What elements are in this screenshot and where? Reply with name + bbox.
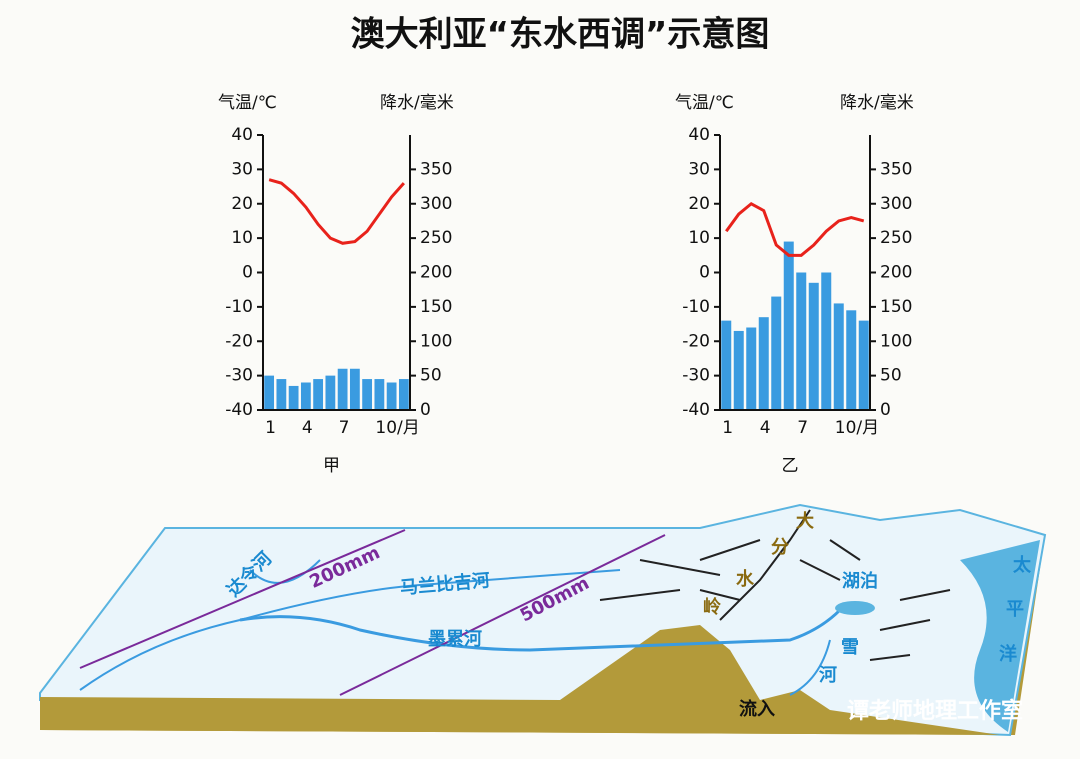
- precip-bar: [288, 385, 299, 410]
- diagram-label: 平: [1006, 599, 1024, 620]
- diagram-label: 岭: [703, 596, 721, 618]
- y-tick-label: -30: [225, 366, 253, 386]
- precip-bar: [733, 330, 744, 410]
- y2-tick-label: 100: [420, 331, 452, 351]
- precip-bar: [386, 382, 397, 410]
- x-tick-label: 7: [339, 418, 350, 438]
- y2-tick-label: 100: [880, 331, 912, 351]
- diagram-label: 大: [796, 510, 814, 532]
- precip-bar: [783, 241, 794, 410]
- y2-tick-label: 0: [880, 400, 891, 420]
- precip-bar: [758, 317, 769, 410]
- diagram-label: 太: [1013, 554, 1032, 576]
- ocean: [960, 540, 1040, 732]
- y-tick-label: 10: [688, 228, 710, 248]
- y-tick-label: -20: [682, 331, 710, 351]
- y2-tick-label: 250: [880, 228, 912, 248]
- river-murray: [239, 608, 842, 652]
- y2-tick-label: 350: [880, 159, 912, 179]
- x-tick-label: 1: [265, 418, 276, 438]
- y-tick-label: 20: [231, 194, 253, 214]
- precip-bar: [398, 379, 409, 410]
- precip-bar: [276, 379, 287, 410]
- precip-bar: [846, 310, 857, 410]
- y-tick-label: -40: [225, 400, 253, 420]
- caption: 乙: [782, 456, 799, 476]
- y-tick-label: 40: [688, 125, 710, 145]
- x-tick-label: 4: [302, 418, 313, 438]
- diagram-label: 墨累河: [428, 629, 482, 650]
- y-tick-label: -30: [682, 366, 710, 386]
- precip-bar: [362, 379, 373, 410]
- y-tick-label: -40: [682, 400, 710, 420]
- isoline-200: [79, 529, 406, 669]
- precip-bar: [771, 296, 782, 410]
- precip-bar: [833, 303, 844, 410]
- diagram-label: 分: [771, 537, 789, 558]
- temp-line: [725, 201, 865, 257]
- x-tick-label: 7: [797, 418, 808, 438]
- y-axis-label: 气温/℃: [675, 93, 734, 113]
- y2-tick-label: 300: [880, 194, 912, 214]
- lake: [835, 601, 875, 615]
- x-tick-label: 1: [722, 418, 733, 438]
- x-tick-label: 4: [760, 418, 771, 438]
- precip-bar: [337, 368, 348, 410]
- y2-tick-label: 50: [880, 366, 902, 386]
- y-tick-label: 0: [699, 263, 710, 283]
- precip-bar: [746, 327, 757, 410]
- river-snowy: [789, 639, 831, 696]
- title: 澳大利亚“东水西调”示意图: [351, 15, 770, 55]
- diagram-label: 谭老师地理工作室: [847, 698, 1023, 724]
- diagram-label: 雪: [841, 637, 859, 658]
- diagram-label: 水: [736, 568, 755, 590]
- isoline-500: [339, 534, 666, 696]
- precip-bar: [796, 272, 807, 410]
- diagram-label: 洋: [999, 643, 1017, 665]
- y-tick-label: 10: [231, 228, 253, 248]
- y2-tick-label: 200: [880, 263, 912, 283]
- y2-tick-label: 200: [420, 263, 452, 283]
- precip-bar: [858, 320, 869, 410]
- y2-tick-label: 150: [880, 297, 912, 317]
- y-tick-label: -10: [225, 297, 253, 317]
- precip-bar: [264, 375, 275, 410]
- y2-tick-label: 250: [420, 228, 452, 248]
- y2-tick-label: 300: [420, 194, 452, 214]
- diagram-label: 河: [819, 665, 837, 686]
- y-tick-label: 30: [231, 159, 253, 179]
- diagram-label: 湖泊: [842, 571, 878, 592]
- y2-tick-label: 350: [420, 159, 452, 179]
- precip-bar: [808, 282, 819, 410]
- y-tick-label: 0: [242, 263, 253, 283]
- y2-tick-label: 50: [420, 366, 442, 386]
- precip-bar: [349, 368, 360, 410]
- river-murrumbidgee: [239, 569, 621, 621]
- y-axis-label: 气温/℃: [218, 93, 277, 113]
- y-tick-label: 20: [688, 194, 710, 214]
- y-tick-label: 30: [688, 159, 710, 179]
- precip-bar: [374, 379, 385, 410]
- precip-bar: [313, 379, 324, 410]
- x-tick-label: 10/月: [375, 418, 419, 438]
- mountain-base: [40, 625, 1010, 735]
- y2-axis-label: 降水/毫米: [380, 93, 454, 113]
- y2-tick-label: 0: [420, 400, 431, 420]
- precip-bar: [300, 382, 311, 410]
- y2-tick-label: 150: [420, 297, 452, 317]
- y-tick-label: -20: [225, 331, 253, 351]
- precip-bar: [325, 375, 336, 410]
- caption: 甲: [323, 456, 340, 476]
- temp-line: [268, 178, 405, 245]
- diagram-label: 流入: [739, 698, 775, 720]
- x-tick-label: 10/月: [835, 418, 879, 438]
- y2-axis-label: 降水/毫米: [840, 93, 914, 113]
- precip-bar: [821, 272, 832, 410]
- precip-bar: [721, 320, 732, 410]
- y-tick-label: 40: [231, 125, 253, 145]
- y-tick-label: -10: [682, 297, 710, 317]
- ridges: [599, 509, 951, 661]
